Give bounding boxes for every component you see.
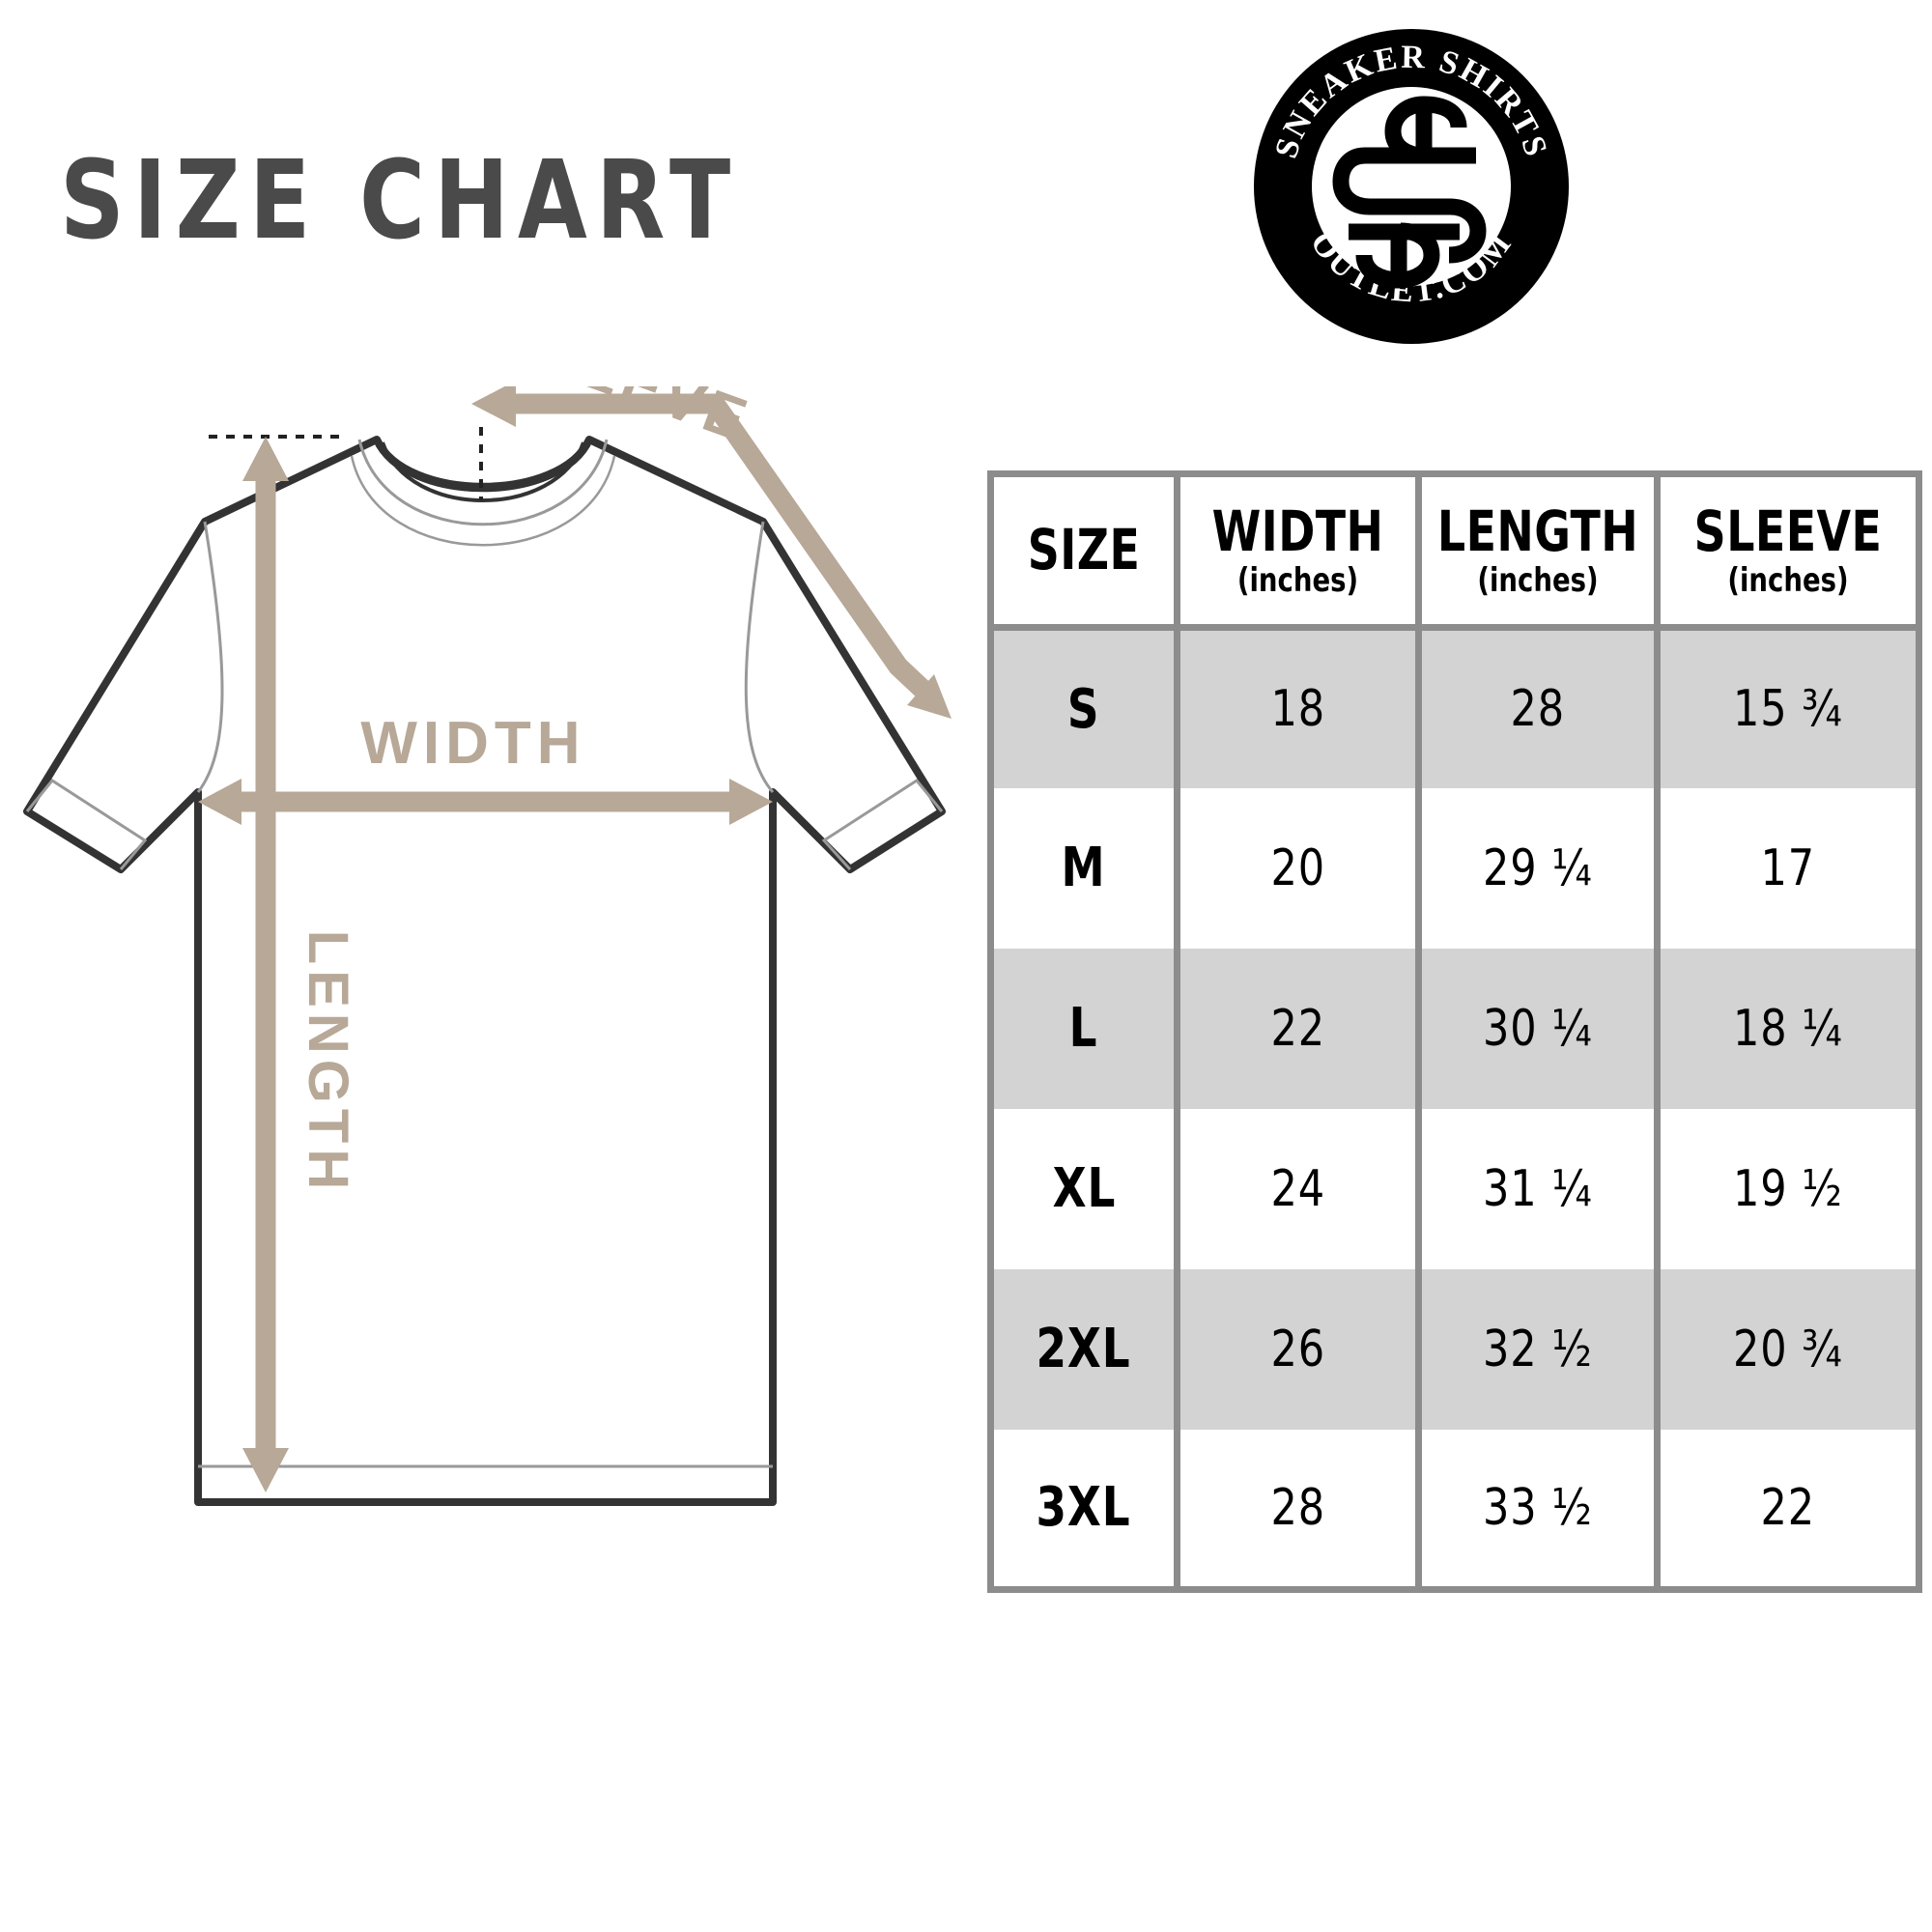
cell-size: M xyxy=(990,787,1178,949)
width-label: WIDTH xyxy=(360,710,585,777)
column-header-size-label: SIZE xyxy=(1027,517,1141,583)
table-row: 2XL 26 32 ½ 20 ¾ xyxy=(990,1268,1919,1430)
measurement-guides xyxy=(198,381,952,1492)
column-header-length-label: LENGTH xyxy=(1436,498,1639,565)
length-label: LENGTH xyxy=(297,930,359,1195)
column-header-length: LENGTH (inches) xyxy=(1415,473,1658,631)
cell-sleeve-value: 20 ¾ xyxy=(1733,1320,1843,1378)
cell-length: 29 ¼ xyxy=(1415,787,1658,949)
column-header-sleeve-label: SLEEVE xyxy=(1693,498,1883,565)
brand-logo: SNEAKER SHIRTS OUTLET.COM xyxy=(1252,27,1571,346)
shirt-collar-back-1 xyxy=(357,439,609,526)
table-header-row: SIZE WIDTH (inches) LENGTH (inches) SLEE… xyxy=(990,473,1919,631)
cell-size: L xyxy=(990,948,1178,1109)
column-header-width-label: WIDTH xyxy=(1211,498,1384,565)
cell-length: 30 ¼ xyxy=(1415,948,1658,1109)
cell-sleeve: 17 xyxy=(1654,787,1919,949)
shirt-outline xyxy=(23,436,946,1506)
cell-width-value: 18 xyxy=(1270,680,1325,739)
column-header-width: WIDTH (inches) xyxy=(1174,473,1419,631)
cell-sleeve: 15 ¾ xyxy=(1654,627,1919,788)
width-arrow-head-right xyxy=(729,779,773,825)
cell-length-value: 31 ¼ xyxy=(1483,1159,1593,1218)
table-row: S 18 28 15 ¾ xyxy=(990,627,1919,788)
cell-width-value: 24 xyxy=(1270,1159,1325,1218)
column-header-length-unit: (inches) xyxy=(1477,561,1599,601)
table-row: M 20 29 ¼ 17 xyxy=(990,787,1919,949)
cell-size-value: XL xyxy=(1052,1157,1116,1220)
column-header-sleeve-unit: (inches) xyxy=(1727,561,1849,601)
cell-width: 28 xyxy=(1174,1429,1419,1590)
cell-size: 2XL xyxy=(990,1268,1178,1430)
cell-sleeve-value: 18 ¼ xyxy=(1733,999,1843,1058)
cell-size-value: L xyxy=(1069,997,1098,1060)
cell-size: XL xyxy=(990,1108,1178,1269)
shirt-diagram-svg: SLEEVE WIDTH LENGTH xyxy=(23,303,952,1506)
shirt-cuff-left xyxy=(25,779,148,870)
shirt-cuff-right xyxy=(821,779,944,871)
cell-sleeve: 22 xyxy=(1654,1429,1919,1590)
cell-length-value: 33 ½ xyxy=(1483,1478,1593,1537)
sleeve-arrow-head-end xyxy=(907,674,952,719)
cell-sleeve-value: 15 ¾ xyxy=(1733,680,1843,739)
cell-sleeve-value: 17 xyxy=(1760,838,1816,897)
shirt-diagram: SLEEVE WIDTH LENGTH xyxy=(0,303,966,1642)
width-arrow-head-left xyxy=(198,779,242,825)
sleeve-arrow-line xyxy=(502,393,937,703)
cell-length-value: 28 xyxy=(1510,680,1566,739)
cell-width: 20 xyxy=(1174,787,1419,949)
cell-width: 22 xyxy=(1174,948,1419,1109)
cell-sleeve: 19 ½ xyxy=(1654,1108,1919,1269)
table-row: XL 24 31 ¼ 19 ½ xyxy=(990,1108,1919,1269)
cell-sleeve: 20 ¾ xyxy=(1654,1268,1919,1430)
cell-length: 33 ½ xyxy=(1415,1429,1658,1590)
cell-width-value: 22 xyxy=(1270,999,1325,1058)
shirt-shoulder-seam-right xyxy=(744,521,775,793)
length-arrow-head-bottom xyxy=(242,1448,289,1492)
shirt-collar-back-2 xyxy=(350,455,616,547)
cell-length-value: 30 ¼ xyxy=(1483,999,1593,1058)
cell-width: 18 xyxy=(1174,627,1419,788)
brand-logo-svg: SNEAKER SHIRTS OUTLET.COM xyxy=(1254,29,1569,344)
cell-width-value: 20 xyxy=(1270,838,1325,897)
size-chart-table: SIZE WIDTH (inches) LENGTH (inches) SLEE… xyxy=(987,470,1922,1593)
cell-size-value: M xyxy=(1061,837,1107,899)
cell-width-value: 28 xyxy=(1270,1478,1325,1537)
cell-width-value: 26 xyxy=(1270,1320,1325,1378)
cell-length-value: 32 ½ xyxy=(1483,1320,1593,1378)
cell-sleeve-value: 22 xyxy=(1760,1478,1816,1537)
cell-width: 24 xyxy=(1174,1108,1419,1269)
cell-size-value: 2XL xyxy=(1036,1318,1132,1380)
logo-monogram xyxy=(1332,96,1487,289)
page-title: SIZE CHART xyxy=(60,138,740,264)
cell-size-value: S xyxy=(1067,677,1100,741)
column-header-sleeve: SLEEVE (inches) xyxy=(1654,473,1919,631)
cell-width: 26 xyxy=(1174,1268,1419,1430)
shirt-shoulder-seam-left xyxy=(196,521,224,793)
cell-size: 3XL xyxy=(990,1429,1178,1590)
sleeve-arrow-head-start xyxy=(471,381,516,427)
column-header-width-unit: (inches) xyxy=(1236,561,1359,601)
table-row: L 22 30 ¼ 18 ¼ xyxy=(990,948,1919,1109)
table-row: 3XL 28 33 ½ 22 xyxy=(990,1429,1919,1590)
cell-length: 31 ¼ xyxy=(1415,1108,1658,1269)
cell-sleeve-value: 19 ½ xyxy=(1733,1159,1843,1218)
column-header-size: SIZE xyxy=(990,473,1178,631)
cell-size: S xyxy=(990,627,1178,788)
length-arrow-head-top xyxy=(242,437,289,481)
cell-sleeve: 18 ¼ xyxy=(1654,948,1919,1109)
cell-length: 28 xyxy=(1415,627,1658,788)
shirt-body-path xyxy=(23,436,946,1506)
cell-length: 32 ½ xyxy=(1415,1268,1658,1430)
cell-size-value: 3XL xyxy=(1036,1476,1132,1540)
cell-length-value: 29 ¼ xyxy=(1483,838,1593,897)
